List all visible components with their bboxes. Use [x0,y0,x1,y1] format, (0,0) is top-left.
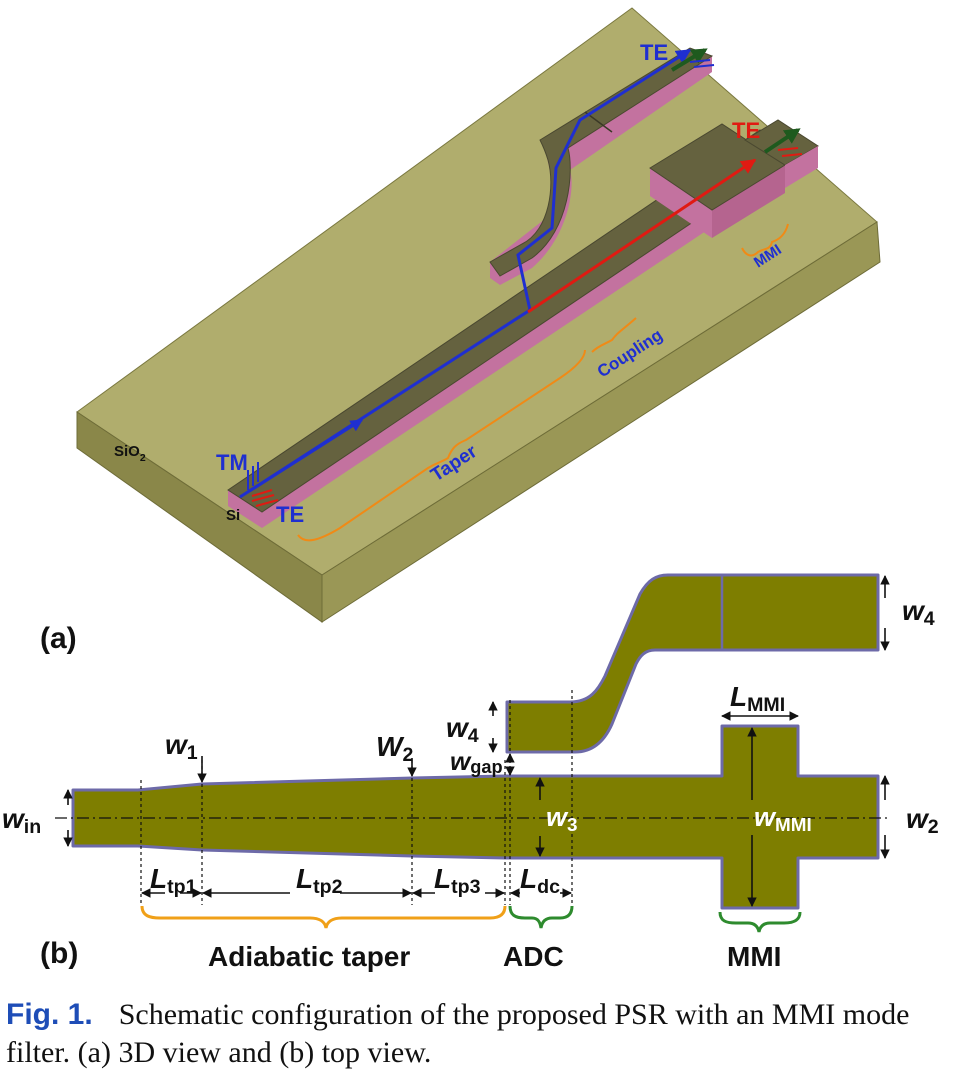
panel-b-top-view: win w1 W2 w3 w4 wgap w4 wMMI w2 LMMI Ltp… [2,573,939,972]
panel-b-label: (b) [40,937,78,970]
caption-text: Schematic configuration of the proposed … [6,998,910,1069]
cross-waveguide-2d [505,573,880,754]
mmi-block-side-front [712,165,785,238]
w2-right-label: w2 [906,803,939,838]
w-mmi-label: wMMI [754,802,812,836]
substrate-label: SiO2 [114,443,146,464]
figure-caption: Fig. 1. Schematic configuration of the pr… [6,996,972,1072]
te-input-mode-icon [251,489,279,507]
mmi-brace-2d [718,911,802,933]
main-waveguide-front [262,150,800,528]
w-gap-label: wgap [450,746,503,777]
l-tp2-label: Ltp2 [296,863,343,898]
adiabatic-taper-brace [140,905,507,929]
te-cross-output-mode-icon [670,48,715,72]
te-through-path [527,158,757,314]
adc-label: ADC [503,941,564,972]
tm-input-arrow [249,418,364,493]
adiabatic-taper-label: Adiabatic taper [208,941,410,972]
section-dividers [140,690,573,905]
taper-brace [297,349,586,542]
l-dc-label: Ldc [520,863,560,898]
mmi-output-side [785,146,818,188]
panel-a-3d-view: SiO2 Si TM TE TE TE Taper Coupling MMI (… [40,7,881,655]
w1-label: w1 [165,729,198,764]
l-mmi-label: LMMI [730,681,785,716]
te-cross-output-label: TE [640,40,668,65]
cross-waveguide-top [489,47,714,277]
w2-top-label: W2 [376,731,413,766]
w4-right-label: w4 [902,595,935,630]
te-through-output-label: TE [732,118,760,143]
coupling-brace [591,317,637,353]
panel-a-label: (a) [40,622,77,655]
l-tp1-label: Ltp1 [150,863,197,898]
l-tp3-label: Ltp3 [434,863,481,898]
w4-left-label: w4 [446,712,479,747]
te-through-output-mode-icon [763,128,803,157]
w3-label: w3 [546,802,578,836]
tm-mode-icon [247,462,259,490]
w-in-label: win [2,803,41,838]
si-label: Si [226,507,240,524]
figure-number: Fig. 1. [6,998,93,1031]
te-input-label: TE [276,502,304,527]
mmi-section-label: MMI [727,941,781,972]
main-waveguide-2d [71,724,880,910]
dimension-arrows [63,575,890,907]
main-waveguide-side [228,490,262,528]
mmi-brace [741,223,789,257]
mmi-block-side-left [650,168,712,238]
substrate-right-side [321,221,881,623]
adc-brace [508,905,574,929]
tm-input-label: TM [216,450,248,475]
